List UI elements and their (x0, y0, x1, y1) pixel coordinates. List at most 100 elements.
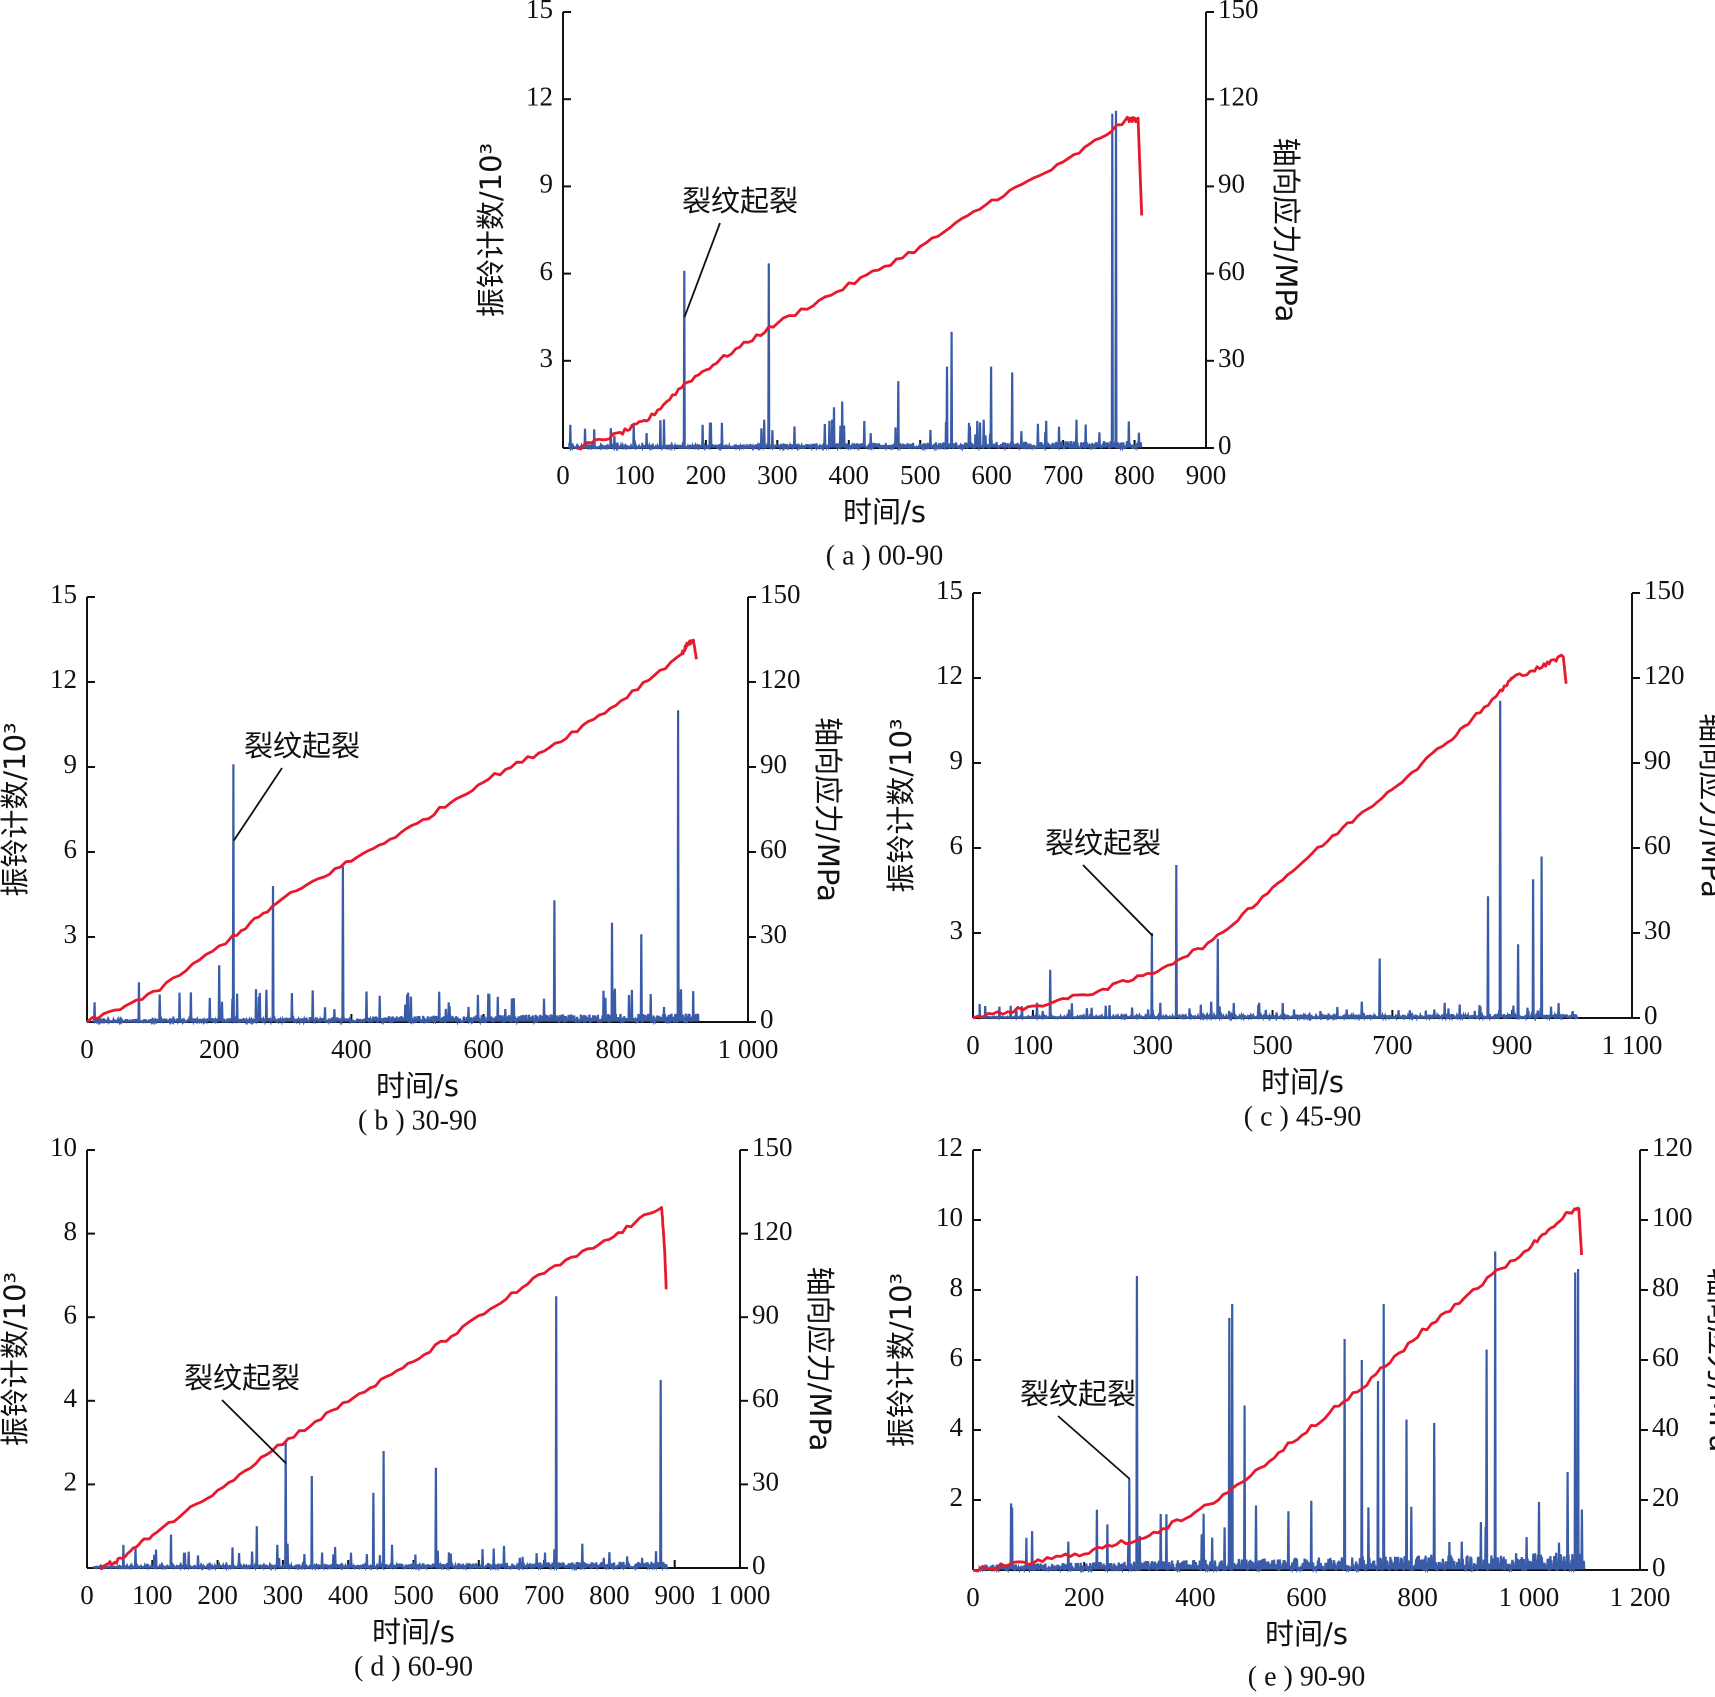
x-tick-label: 0 (966, 1582, 980, 1612)
right-tick-label: 30 (1218, 343, 1245, 373)
left-tick-label: 9 (540, 169, 554, 199)
x-tick-label: 700 (1372, 1030, 1413, 1060)
x-tick-label: 900 (1492, 1030, 1533, 1060)
x-axis-label: 时间/s (843, 495, 926, 529)
x-tick-label: 900 (1186, 460, 1227, 490)
left-tick-label: 6 (64, 834, 78, 864)
y-axis-label-right: 轴向应力/MPa (811, 717, 845, 902)
x-tick-label: 400 (328, 1580, 369, 1610)
left-tick-label: 12 (936, 1132, 963, 1162)
left-tick-label: 2 (64, 1467, 78, 1497)
right-tick-label: 90 (752, 1299, 779, 1329)
x-tick-label: 400 (331, 1034, 372, 1064)
left-tick-label: 8 (950, 1272, 964, 1302)
y-axis-label-left: 振铃计数/10³ (0, 1272, 32, 1446)
right-tick-label: 60 (1218, 256, 1245, 286)
x-tick-label: 500 (1252, 1030, 1293, 1060)
annotation-leader-line (1057, 1415, 1131, 1480)
x-axis-label: 时间/s (1265, 1617, 1348, 1651)
right-tick-label: 60 (1652, 1342, 1679, 1372)
right-tick-label: 30 (1644, 915, 1671, 945)
panel-caption: ( e ) 90-90 (1248, 1661, 1365, 1692)
x-tick-label: 1 000 (718, 1034, 779, 1064)
left-tick-label: 15 (526, 0, 553, 24)
x-tick-label: 400 (1175, 1582, 1216, 1612)
annotation-label: 裂纹起裂 (184, 1361, 300, 1395)
right-tick-label: 150 (760, 579, 801, 609)
axial-stress-series (972, 1206, 1583, 1573)
x-tick-label: 0 (556, 460, 570, 490)
x-tick-label: 1 100 (1602, 1030, 1663, 1060)
left-tick-label: 12 (526, 81, 553, 111)
axial-stress-series (972, 653, 1568, 1020)
left-tick-label: 6 (540, 256, 554, 286)
x-tick-label: 800 (589, 1580, 630, 1610)
left-tick-label: 2 (950, 1482, 964, 1512)
right-tick-label: 0 (1652, 1552, 1666, 1582)
left-tick-label: 6 (950, 830, 964, 860)
right-tick-label: 90 (1218, 169, 1245, 199)
right-tick-label: 0 (1644, 1000, 1658, 1030)
x-tick-label: 1 000 (710, 1580, 771, 1610)
left-tick-label: 4 (950, 1412, 964, 1442)
left-tick-label: 3 (64, 919, 78, 949)
right-tick-label: 120 (760, 664, 801, 694)
x-tick-label: 200 (199, 1034, 240, 1064)
panel-caption: ( c ) 45-90 (1244, 1101, 1361, 1132)
left-tick-label: 6 (64, 1299, 78, 1329)
left-tick-label: 9 (64, 749, 78, 779)
left-tick-label: 15 (50, 579, 77, 609)
right-tick-label: 20 (1652, 1482, 1679, 1512)
right-tick-label: 30 (752, 1467, 779, 1497)
panel-caption: ( b ) 30-90 (358, 1105, 477, 1136)
x-tick-label: 200 (197, 1580, 238, 1610)
x-tick-label: 600 (971, 460, 1012, 490)
left-tick-label: 3 (950, 915, 964, 945)
x-tick-label: 800 (596, 1034, 637, 1064)
x-tick-label: 300 (1132, 1030, 1173, 1060)
ring-count-series (978, 700, 1579, 1022)
x-tick-label: 300 (263, 1580, 304, 1610)
x-tick-label: 600 (459, 1580, 500, 1610)
right-tick-label: 60 (752, 1383, 779, 1413)
x-tick-label: 900 (654, 1580, 695, 1610)
right-tick-label: 120 (1652, 1132, 1693, 1162)
right-tick-label: 120 (752, 1216, 793, 1246)
right-tick-label: 0 (752, 1550, 766, 1580)
panel-caption: ( a ) 00-90 (826, 540, 943, 571)
x-tick-label: 0 (80, 1034, 94, 1064)
left-tick-label: 4 (64, 1383, 78, 1413)
y-axis-label-right: 轴向应力/MPa (803, 1267, 837, 1452)
right-tick-label: 120 (1644, 660, 1685, 690)
left-tick-label: 10 (936, 1202, 963, 1232)
left-tick-label: 9 (950, 745, 964, 775)
x-tick-label: 0 (80, 1580, 94, 1610)
right-tick-label: 150 (752, 1132, 793, 1162)
annotation-label: 裂纹起裂 (682, 184, 798, 218)
ring-count-series (568, 110, 1143, 452)
x-tick-label: 600 (1286, 1582, 1327, 1612)
left-tick-label: 12 (50, 664, 77, 694)
annotation-label: 裂纹起裂 (1045, 826, 1161, 860)
x-axis-label: 时间/s (1261, 1065, 1344, 1099)
x-axis-label: 时间/s (372, 1615, 455, 1649)
ring-count-series (92, 710, 700, 1026)
y-axis-label-left: 振铃计数/10³ (474, 143, 508, 317)
x-tick-label: 700 (1043, 460, 1084, 490)
right-tick-label: 60 (1644, 830, 1671, 860)
right-tick-label: 90 (1644, 745, 1671, 775)
right-tick-label: 120 (1218, 81, 1259, 111)
y-axis-label-left: 振铃计数/10³ (884, 1273, 918, 1447)
axial-stress-series (99, 1206, 668, 1571)
x-tick-label: 300 (757, 460, 798, 490)
annotation-label: 裂纹起裂 (244, 729, 360, 763)
left-tick-label: 8 (64, 1216, 78, 1246)
x-tick-label: 0 (966, 1030, 980, 1060)
left-tick-label: 6 (950, 1342, 964, 1372)
left-tick-label: 10 (50, 1132, 77, 1162)
